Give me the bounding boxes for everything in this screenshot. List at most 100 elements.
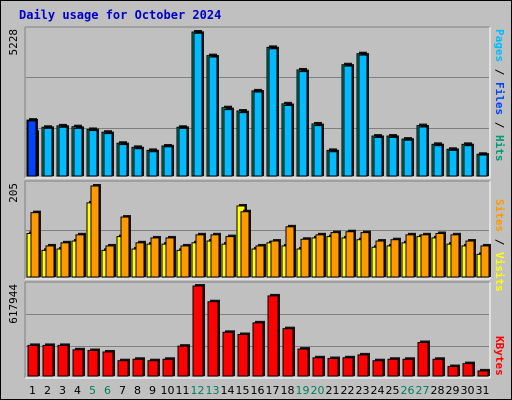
sites-bar: [165, 237, 175, 278]
kbytes-bar: [267, 295, 279, 377]
chart-title: Daily usage for October 2024: [19, 8, 222, 22]
sites-bar: [210, 234, 220, 278]
sites-bar: [225, 236, 235, 278]
files-bar: [298, 71, 308, 177]
kbytes-bar: [372, 360, 384, 377]
files-bar: [223, 109, 233, 177]
kbytes-bar: [417, 342, 429, 377]
kbytes-ymax-label: 617944: [7, 284, 20, 324]
sites-bar: [390, 239, 400, 278]
files-bar: [208, 56, 218, 177]
day-label: 20: [311, 384, 325, 397]
files-bar: [73, 127, 83, 177]
day-label: 17: [266, 384, 280, 397]
day-label: 2: [44, 384, 51, 397]
kbytes-bar: [342, 357, 354, 377]
files-bar: [103, 133, 113, 177]
kbytes-bar: [162, 358, 174, 377]
kbytes-bar: [447, 366, 459, 377]
files-bar: [478, 154, 488, 177]
files-bar: [463, 145, 473, 177]
sites-bar: [270, 240, 280, 278]
sites-bar: [315, 234, 325, 278]
day-label: 12: [191, 384, 205, 397]
files-bar: [358, 54, 368, 177]
files-bar: [268, 48, 278, 177]
sites-bar: [150, 237, 160, 278]
day-label: 3: [59, 384, 66, 397]
sites-bar: [240, 211, 250, 278]
day-label: 8: [134, 384, 141, 397]
sites-bar: [375, 240, 385, 278]
day-label: 11: [176, 384, 190, 397]
files-bar: [448, 149, 458, 177]
files-bar: [133, 148, 143, 177]
sites-bar: [345, 231, 355, 278]
files-bar: [328, 151, 338, 177]
day-label: 9: [149, 384, 156, 397]
day-label: 18: [281, 384, 295, 397]
sites-bar: [360, 232, 370, 278]
day-label: 16: [251, 384, 265, 397]
kbytes-bar: [462, 363, 474, 377]
day-label: 29: [446, 384, 460, 397]
kbytes-bar: [27, 344, 39, 377]
kbytes-bar: [102, 351, 114, 377]
files-bar: [43, 127, 53, 177]
kbytes-bar: [282, 328, 294, 377]
sites-bar: [435, 232, 445, 278]
kbytes-bar: [42, 344, 54, 377]
files-bar: [238, 112, 248, 177]
day-label: 15: [236, 384, 250, 397]
files-bar: [193, 32, 203, 177]
kbytes-bar: [387, 358, 399, 377]
files-bar: [373, 136, 383, 177]
day-label: 13: [206, 384, 220, 397]
day-label: 6: [104, 384, 111, 397]
day-label: 24: [371, 384, 385, 397]
kbytes-bar: [477, 370, 489, 377]
files-bar: [418, 126, 428, 177]
day-label: 26: [401, 384, 415, 397]
pages-bar: [27, 120, 37, 177]
files-bar: [388, 136, 398, 177]
files-bar: [433, 145, 443, 177]
sites-bar: [45, 245, 55, 278]
kbytes-bar: [402, 358, 414, 377]
visits-ymax-label: 205: [7, 183, 20, 203]
hits-legend: Pages / Files / Hits: [493, 29, 506, 162]
sites-bar: [75, 234, 85, 278]
kbytes-bar: [132, 358, 144, 377]
files-bar: [343, 65, 353, 177]
kbytes-legend: KBytes: [493, 336, 506, 376]
sites-bar: [300, 238, 310, 278]
kbytes-bar: [237, 333, 249, 377]
day-label: 21: [326, 384, 340, 397]
sites-bar: [480, 245, 490, 278]
kbytes-bar: [147, 360, 159, 377]
sites-bar: [180, 245, 190, 278]
files-bar: [178, 127, 188, 177]
files-bar: [88, 130, 98, 177]
kbytes-bar: [312, 357, 324, 377]
sites-bar: [60, 242, 70, 278]
day-label: 25: [386, 384, 400, 397]
sites-bar: [405, 234, 415, 278]
kbytes-bar: [72, 349, 84, 377]
kbytes-bar: [117, 360, 129, 377]
kbytes-bar: [222, 331, 234, 377]
day-label: 5: [89, 384, 96, 397]
sites-bar: [90, 185, 100, 278]
files-bar: [163, 146, 173, 177]
files-bar: [313, 125, 323, 177]
files-bar: [148, 151, 158, 177]
day-label: 27: [416, 384, 430, 397]
kbytes-bar: [177, 345, 189, 377]
kbytes-bar: [207, 301, 219, 377]
sites-bar: [285, 226, 295, 278]
files-bar: [283, 104, 293, 177]
kbytes-bar: [87, 350, 99, 377]
day-label: 14: [221, 384, 235, 397]
day-label: 19: [296, 384, 310, 397]
